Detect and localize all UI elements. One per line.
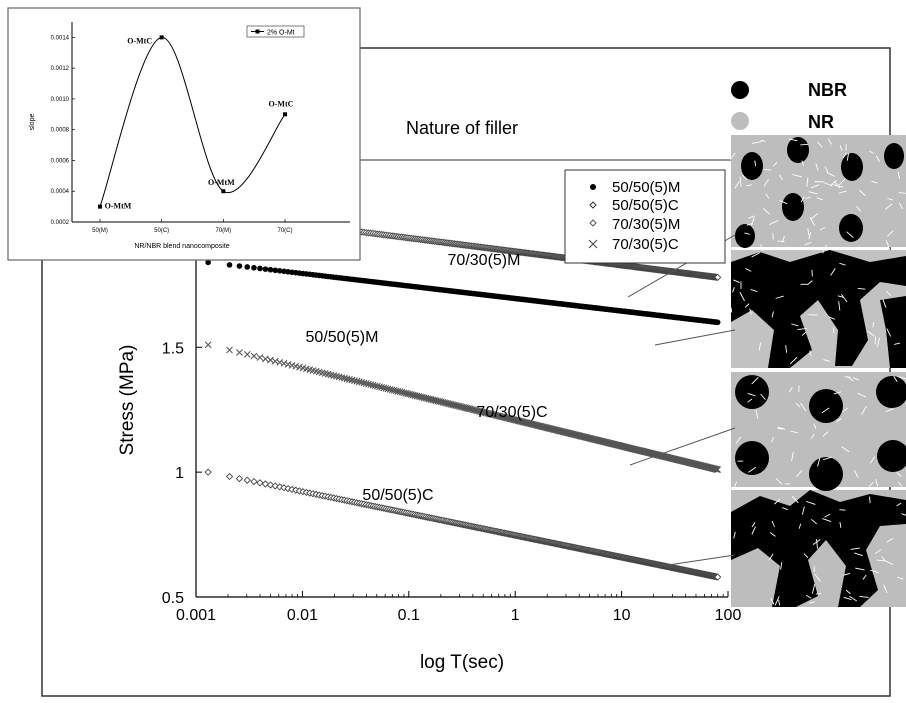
filler-stroke xyxy=(839,510,845,511)
data-point-50/50(5)M xyxy=(268,267,274,273)
y-tick-label: 1 xyxy=(175,465,184,482)
nr-label: NR xyxy=(808,112,834,132)
inset-data-point xyxy=(283,112,287,116)
x-tick-label: 0.1 xyxy=(398,607,420,624)
y-tick-label: 1.5 xyxy=(162,340,184,357)
inset-y-tick-label: 0.0004 xyxy=(51,189,70,195)
nbr-domain xyxy=(735,375,769,409)
nbr-domain xyxy=(735,224,755,248)
filler-stroke xyxy=(870,497,871,503)
inset-y-tick-label: 0.0008 xyxy=(51,128,70,134)
inset-x-tick-label: 50(C) xyxy=(154,228,169,234)
inset-y-tick-label: 0.0002 xyxy=(51,220,70,226)
inset-legend-marker xyxy=(256,30,260,34)
nbr-swatch xyxy=(731,81,749,99)
data-point-50/50(5)M xyxy=(244,264,250,270)
curve-label-70-30-C: 70/30(5)C xyxy=(476,404,547,421)
inset-x-tick-label: 70(M) xyxy=(215,228,231,234)
series-legend: 50/50(5)M 50/50(5)C 70/30(5)M 70/30(5)C xyxy=(565,170,725,263)
inset-data-point xyxy=(98,205,102,209)
data-point-50/50(5)M xyxy=(227,262,233,268)
legend-label: 70/30(5)C xyxy=(612,236,679,253)
x-axis-label: log T(sec) xyxy=(420,652,504,673)
nbr-domain xyxy=(841,153,863,181)
y-axis-label: Stress (MPa) xyxy=(117,345,138,456)
morph-panel-1 xyxy=(731,135,906,247)
legend-label: 50/50(5)M xyxy=(612,179,680,196)
inset-data-point xyxy=(221,189,225,193)
legend-label: 50/50(5)C xyxy=(612,197,679,214)
legend-label: 70/30(5)M xyxy=(612,216,680,233)
inset-y-tick-label: 0.0014 xyxy=(51,35,70,41)
inset-y-tick-label: 0.0006 xyxy=(51,158,70,164)
nbr-domain xyxy=(809,389,843,423)
inset-legend-label: 2% O-Mt xyxy=(267,30,295,37)
x-tick-label: 10 xyxy=(613,607,631,624)
inset-chart: 0.0002 0.0004 0.0006 0.0008 0.0010 0.0012 0.00… xyxy=(8,8,360,260)
data-point-50/50(5)M xyxy=(715,320,721,326)
inset-y-tick-label: 0.0010 xyxy=(51,97,70,103)
nr-swatch xyxy=(731,112,749,130)
inset-point-annotation: O-MtM xyxy=(208,178,235,187)
inset-y-tick-label: 0.0012 xyxy=(51,66,70,72)
nbr-domain xyxy=(884,143,904,169)
x-tick-label: 0.001 xyxy=(176,607,216,624)
x-tick-label: 0.01 xyxy=(287,607,318,624)
x-tick-label: 1 xyxy=(511,607,520,624)
legend-marker-filled-circle xyxy=(590,184,596,190)
nbr-label: NBR xyxy=(808,80,847,100)
nbr-domain xyxy=(839,214,863,242)
nbr-domain xyxy=(741,152,763,180)
inset-x-tick-label: 70(C) xyxy=(277,228,292,234)
data-point-50/50(5)M xyxy=(257,266,263,272)
data-point-50/50(5)M xyxy=(237,263,243,269)
filler-stroke xyxy=(816,594,821,595)
inset-data-point xyxy=(160,35,164,39)
nbr-domain xyxy=(782,193,804,221)
data-point-50/50(5)M xyxy=(251,265,257,271)
chart-title: Nature of filler xyxy=(406,118,518,138)
filler-stroke xyxy=(773,233,774,239)
x-tick-label: 100 xyxy=(715,607,742,624)
y-tick-label: 0.5 xyxy=(162,590,184,607)
nbr-domain xyxy=(787,137,809,163)
curve-label-70-30-M: 70/30(5)M xyxy=(448,252,521,269)
inset-x-tick-label: 50(M) xyxy=(92,228,108,234)
inset-x-label: NR/NBR blend nanocomposite xyxy=(134,243,229,250)
inset-point-annotation: O-MtC xyxy=(269,99,294,108)
data-point-50/50(5)M xyxy=(263,266,269,272)
curve-label-50-50-C: 50/50(5)C xyxy=(362,487,433,504)
inset-point-annotation: O-MtC xyxy=(127,36,152,45)
inset-y-label: slope xyxy=(29,114,36,131)
inset-point-annotation: O-MtM xyxy=(105,202,132,211)
nbr-domain xyxy=(809,457,843,491)
curve-label-50-50-M: 50/50(5)M xyxy=(306,329,379,346)
